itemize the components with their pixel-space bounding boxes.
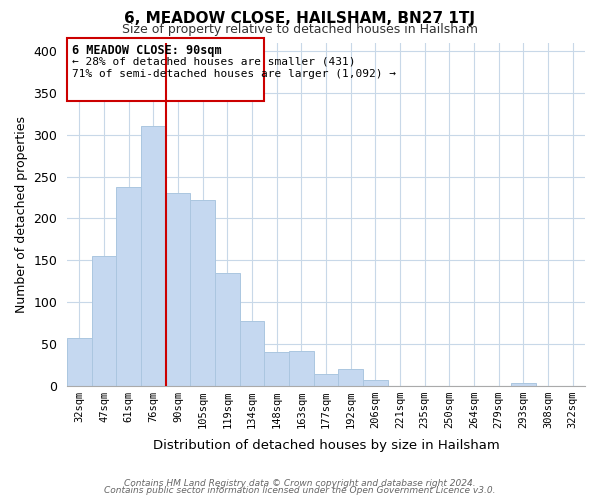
Bar [166, 194, 190, 386]
Bar [314, 374, 338, 386]
Bar [116, 188, 141, 386]
X-axis label: Distribution of detached houses by size in Hailsham: Distribution of detached houses by size … [153, 440, 499, 452]
Text: ← 28% of detached houses are smaller (431): ← 28% of detached houses are smaller (43… [72, 56, 356, 66]
Text: Size of property relative to detached houses in Hailsham: Size of property relative to detached ho… [122, 23, 478, 36]
Bar [67, 338, 92, 386]
Text: 71% of semi-detached houses are larger (1,092) →: 71% of semi-detached houses are larger (… [72, 70, 396, 80]
Bar [141, 126, 166, 386]
FancyBboxPatch shape [67, 38, 265, 101]
Bar [265, 352, 289, 386]
Bar [92, 256, 116, 386]
Bar [363, 380, 388, 386]
Bar [338, 370, 363, 386]
Text: 6, MEADOW CLOSE, HAILSHAM, BN27 1TJ: 6, MEADOW CLOSE, HAILSHAM, BN27 1TJ [125, 11, 476, 26]
Bar [190, 200, 215, 386]
Y-axis label: Number of detached properties: Number of detached properties [15, 116, 28, 313]
Bar [289, 351, 314, 386]
Text: 6 MEADOW CLOSE: 90sqm: 6 MEADOW CLOSE: 90sqm [72, 44, 222, 57]
Text: Contains public sector information licensed under the Open Government Licence v3: Contains public sector information licen… [104, 486, 496, 495]
Bar [240, 320, 265, 386]
Bar [511, 382, 536, 386]
Text: Contains HM Land Registry data © Crown copyright and database right 2024.: Contains HM Land Registry data © Crown c… [124, 478, 476, 488]
Bar [215, 273, 240, 386]
